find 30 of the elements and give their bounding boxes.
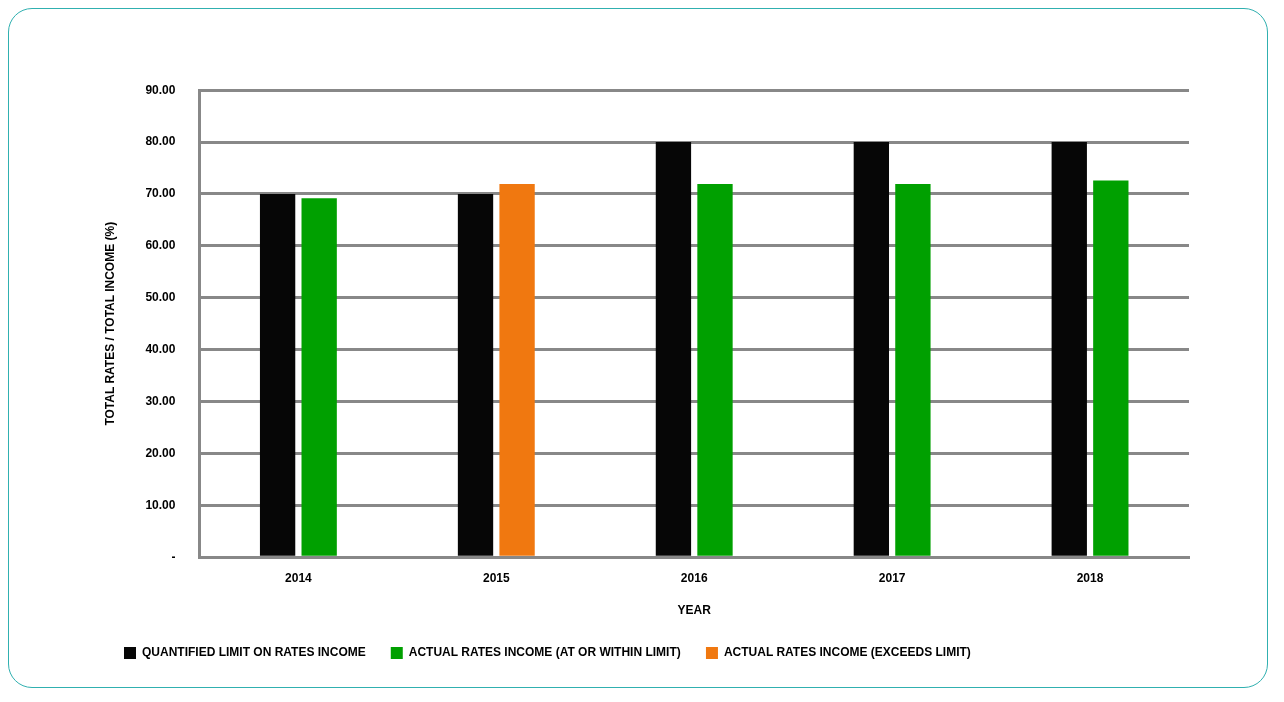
- bar: [697, 184, 733, 556]
- y-tick-label: 80.00: [145, 134, 176, 149]
- x-axis-title: YEAR: [677, 603, 712, 618]
- y-axis-title: TOTAL RATES / TOTAL INCOME (%): [102, 221, 117, 426]
- x-tick-label: 2015: [482, 570, 510, 585]
- y-tick-label: 90.00: [145, 82, 176, 97]
- legend-label: ACTUAL RATES INCOME (EXCEEDS LIMIT): [723, 645, 971, 660]
- x-tick-label: 2016: [680, 570, 708, 585]
- y-tick-label: 20.00: [145, 445, 176, 460]
- x-tick-label: 2014: [285, 570, 313, 585]
- bar: [1093, 180, 1129, 556]
- legend-label: QUANTIFIED LIMIT ON RATES INCOME: [142, 645, 366, 660]
- y-tick-label: 60.00: [145, 238, 176, 253]
- bar: [895, 184, 931, 556]
- x-tick-label: 2017: [878, 570, 906, 585]
- y-tick-label: -: [171, 549, 176, 564]
- y-tick-label: 70.00: [145, 186, 176, 201]
- bar: [853, 142, 890, 556]
- bar: [301, 198, 337, 556]
- bar: [655, 142, 692, 556]
- bar: [499, 184, 535, 556]
- y-tick-label: 10.00: [145, 497, 176, 512]
- y-tick-label: 40.00: [145, 341, 176, 356]
- bar: [1051, 142, 1087, 556]
- bar: [457, 193, 494, 556]
- legend-label: ACTUAL RATES INCOME (AT OR WITHIN LIMIT): [408, 645, 681, 660]
- x-tick-label: 2018: [1076, 570, 1104, 585]
- bar: [259, 193, 296, 556]
- y-tick-label: 30.00: [145, 393, 176, 408]
- y-tick-label: 50.00: [145, 290, 176, 305]
